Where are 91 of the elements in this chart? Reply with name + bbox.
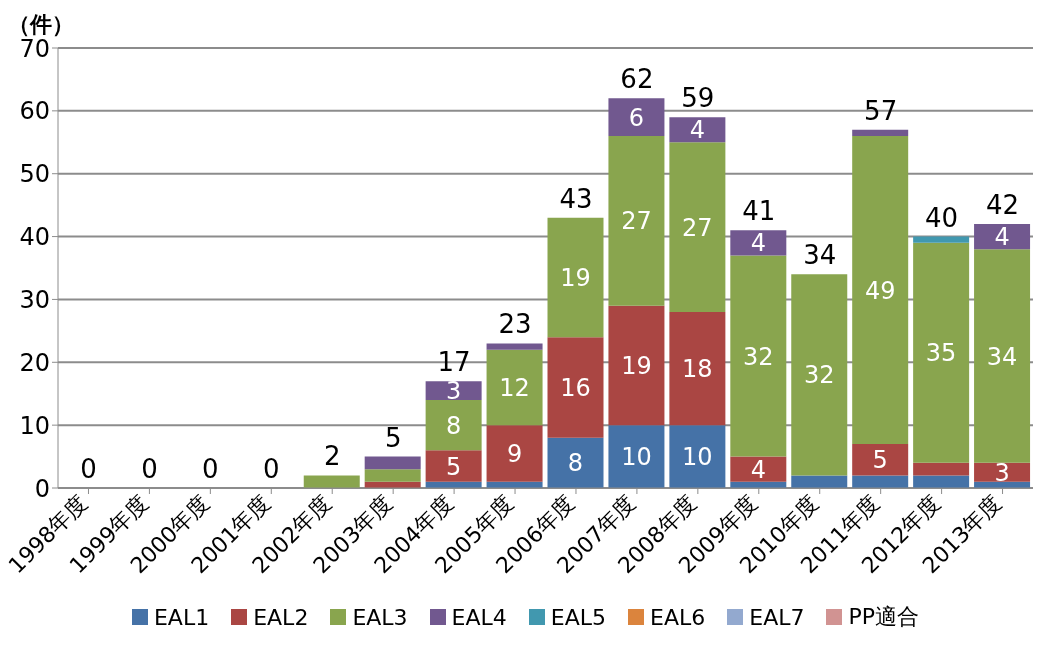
legend-label: EAL1 [153,604,210,630]
data-label: 8 [445,411,462,440]
data-label: 18 [682,355,713,384]
data-label: 19 [621,351,652,380]
total-label: 43 [559,183,593,214]
y-tick-label: 40 [19,223,50,252]
text: 0 [80,454,97,484]
bar [303,475,360,488]
total-label: 62 [620,64,654,95]
bar [486,349,543,426]
bar [425,400,482,451]
bar [669,425,726,488]
bar [852,475,909,488]
data-label: 19 [560,263,591,292]
data-label: 10 [682,443,713,472]
bar [852,444,909,476]
bar [486,425,543,482]
text: 0 [263,454,280,484]
total-label: 23 [498,309,532,340]
data-label: 5 [872,446,888,475]
bar [364,456,421,470]
bar [364,469,421,482]
y-tick-label: 60 [19,97,50,126]
legend-label: EAL3 [352,604,408,630]
y-tick-label: 0 [34,474,50,503]
data-label: 5 [445,452,462,481]
data-label: 32 [743,342,774,371]
y-tick-label: 50 [19,160,50,189]
data-label: 8 [567,449,584,478]
bar [486,343,543,350]
data-label: 3 [445,377,462,406]
data-label: 34 [986,342,1018,371]
bar [547,437,604,488]
data-label: 49 [864,276,896,305]
data-label: 4 [750,229,766,258]
bar [425,450,482,482]
legend-label: EAL4 [451,604,507,630]
bar [913,236,970,243]
bar [913,242,970,463]
bar [608,98,665,136]
bar [608,136,665,306]
data-label: 32 [803,361,835,390]
data-label: 12 [499,373,530,402]
bar [913,462,970,476]
bar [730,230,787,256]
data-label: 10 [621,443,652,472]
bar [669,117,726,143]
bar [669,312,726,426]
total-label: 41 [742,196,776,227]
data-label: 27 [621,207,652,236]
bar [608,425,665,488]
data-label: 27 [682,213,713,242]
bar [974,224,1031,250]
total-label: 2 [323,441,341,472]
total-label: 40 [925,202,959,233]
legend-label: EAL6 [650,604,706,630]
total-label: 17 [437,347,471,378]
legend-label: EAL7 [749,604,805,630]
data-label: 4 [689,116,706,145]
legend-label: EAL5 [550,604,607,630]
bar [608,305,665,426]
text: 0 [202,454,219,484]
data-label: 35 [925,339,957,368]
y-tick-label: 30 [19,285,50,314]
bar [547,337,604,438]
y-tick-label: 10 [19,411,50,440]
total-label: 57 [864,95,898,126]
bar [791,475,848,488]
bar [852,129,909,136]
legend-label: PP適合 [848,603,920,631]
y-tick-label: 20 [19,348,50,377]
bar [669,142,726,312]
text: 0 [141,454,158,484]
data-label: 6 [628,103,645,132]
bar [730,456,787,482]
bar [852,136,909,444]
bar [730,255,787,457]
bar [913,475,970,488]
data-label: 16 [560,373,591,402]
data-label: 4 [750,455,766,484]
total-label: 42 [985,190,1020,220]
data-label: 4 [994,223,1010,252]
total-label: 34 [803,240,837,271]
legend-label: EAL2 [253,604,309,630]
total-label: 59 [681,83,715,114]
total-label: 5 [384,422,402,453]
bar [974,249,1031,463]
data-label: 3 [994,458,1010,487]
bar [791,274,848,476]
bar [547,217,604,338]
data-label: 9 [506,439,523,468]
